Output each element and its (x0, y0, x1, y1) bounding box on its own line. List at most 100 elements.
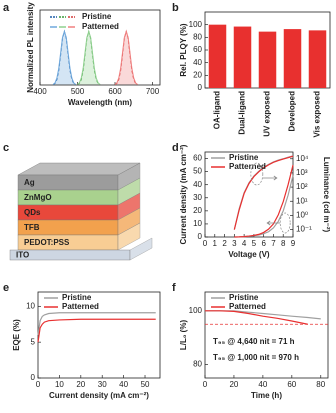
panel-label: c (3, 142, 9, 154)
x-tick-label: Vis exposed (313, 91, 322, 138)
panel-label: e (3, 282, 9, 294)
y-tick-label: 50 (193, 167, 202, 176)
series-line (37, 318, 156, 343)
y-tick-label: 20 (193, 206, 202, 215)
y-axis-label: Current density (mA cm⁻²) (179, 144, 188, 244)
layer-side (117, 222, 141, 251)
series-line-y2 (233, 155, 294, 230)
series-line (205, 310, 321, 320)
layer-label: ZnMgO (24, 193, 52, 202)
x-tick-label: 700 (146, 87, 160, 96)
legend-label: Patterned (62, 302, 99, 311)
x-tick-label: 0 (36, 380, 41, 389)
y-tick-label: 40 (193, 180, 202, 189)
legend-label: Pristine (62, 293, 92, 302)
y-axis-label: EQE (%) (12, 319, 21, 351)
y2-tick-label: 10⁴ (296, 154, 309, 163)
x-tick-label: 8 (281, 239, 286, 248)
panel-label: a (3, 2, 10, 14)
y2-tick-label: 10⁰ (296, 211, 308, 220)
legend-label: Pristine (229, 153, 259, 162)
x-tick-label: 5 (252, 239, 257, 248)
layer-label: Ag (24, 178, 35, 187)
arrow (266, 220, 281, 226)
x-tick-label: Dual-ligand (238, 91, 247, 135)
y-tick-label: 0 (198, 232, 203, 241)
y-axis-label: Rel. PLQY (%) (179, 23, 188, 77)
y-tick-label: 80 (193, 32, 202, 41)
x-tick-label: 600 (108, 87, 122, 96)
y-tick-label: 0 (31, 373, 36, 382)
panel-label: b (172, 2, 179, 14)
legend-label: Patterned (229, 162, 266, 171)
callout (250, 162, 264, 186)
annotation: T₉₅ @ 4,640 nit = 71 h (213, 337, 295, 346)
y-tick-label: 100 (189, 20, 203, 29)
x-axis-label: Time (h) (251, 391, 282, 400)
y-axis-label: Normalized PL intensity (26, 2, 35, 93)
plot-frame (204, 151, 294, 238)
plot-frame (37, 291, 161, 379)
x-axis-label: Current density (mA cm⁻²) (49, 391, 149, 400)
series-line (37, 312, 156, 336)
x-axis-label: Voltage (V) (228, 250, 270, 259)
x-tick-label: 80 (316, 380, 325, 389)
x-axis-label: Wavelength (nm) (68, 98, 132, 107)
spectrum (77, 29, 101, 85)
y-tick-label: 100 (189, 306, 203, 315)
y-tick-label: 0 (198, 83, 203, 92)
panel-label: d (172, 142, 179, 154)
layer-label: PEDOT:PSS (24, 238, 70, 247)
x-tick-label: 40 (258, 380, 267, 389)
x-tick-label: 60 (287, 380, 296, 389)
x-tick-label: 7 (271, 239, 276, 248)
y2-tick-label: 10⁻¹ (296, 225, 312, 234)
y-axis-label: L/L₀ (%) (179, 320, 188, 351)
x-tick-label: 3 (232, 239, 237, 248)
y-tick-label: 30 (193, 193, 202, 202)
y-tick-label: 40 (193, 58, 202, 67)
y-tick-label: 60 (193, 154, 202, 163)
y-tick-label: 60 (193, 45, 202, 54)
bar (208, 24, 227, 89)
x-tick-label: 50 (141, 380, 150, 389)
x-tick-label: 0 (203, 239, 208, 248)
bar (283, 29, 302, 89)
x-tick-label: 9 (291, 239, 296, 248)
x-tick-label: 1 (213, 239, 218, 248)
series-line (205, 310, 308, 325)
y2-axis-label: Luminance (cd m⁻²) (322, 157, 331, 233)
y-tick-label: 5 (31, 337, 36, 346)
callout (279, 212, 291, 234)
spectrum (114, 29, 138, 85)
x-tick-label: 20 (229, 380, 238, 389)
x-tick-label: 20 (76, 380, 85, 389)
plot-frame (204, 291, 329, 379)
x-tick-label: 10 (55, 380, 64, 389)
bar (258, 31, 277, 89)
bar (233, 26, 252, 88)
layer-label: ITO (16, 251, 29, 260)
x-tick-label: UV exposed (263, 91, 272, 137)
legend-label: Patterned (229, 302, 266, 311)
x-tick-label: OA-ligand (213, 91, 222, 129)
y-tick-label: 10 (193, 219, 202, 228)
x-tick-label: 2 (222, 239, 227, 248)
y-tick-label: 10 (26, 301, 35, 310)
plot-frame (39, 9, 161, 86)
spectrum (52, 29, 76, 85)
legend-label: Patterned (82, 22, 119, 31)
y2-tick-label: 10¹ (296, 196, 308, 205)
arrow (262, 175, 278, 181)
layer-label: TFB (24, 223, 40, 232)
series-line (234, 164, 294, 238)
y2-tick-label: 10³ (296, 168, 308, 177)
panel-label: f (172, 282, 176, 294)
x-tick-label: 4 (242, 239, 247, 248)
layer-label: QDs (24, 208, 41, 217)
annotation: T₉₅ @ 1,000 nit = 970 h (213, 353, 299, 362)
x-tick-label: 400 (33, 87, 47, 96)
x-tick-label: 40 (119, 380, 128, 389)
x-tick-label: Developed (288, 91, 297, 132)
